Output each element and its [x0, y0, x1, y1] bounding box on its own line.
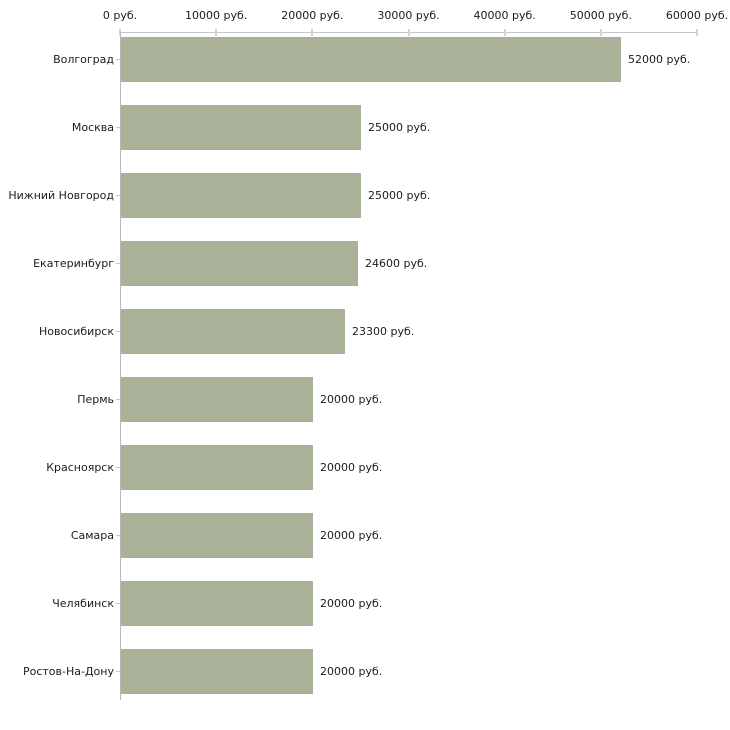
category-label: Новосибирск: [38, 325, 114, 338]
x-tick-mark: [407, 29, 410, 36]
value-label: 25000 руб.: [368, 189, 431, 202]
category-tick-mark: [116, 195, 120, 196]
bar: [121, 513, 313, 558]
x-tick-mark: [215, 29, 218, 36]
bar: [121, 37, 621, 82]
category-label: Самара: [70, 529, 114, 542]
x-tick-label: 50000 руб.: [569, 9, 632, 22]
value-label: 20000 руб.: [320, 665, 383, 678]
category-label: Ростов-На-Дону: [22, 665, 114, 678]
x-tick-label: 60000 руб.: [665, 9, 729, 22]
x-tick-label: 20000 руб.: [281, 9, 344, 22]
value-label: 25000 руб.: [368, 121, 431, 134]
x-tick-mark: [696, 29, 698, 36]
x-tick-label: 30000 руб.: [377, 9, 440, 22]
category-label: Челябинск: [52, 597, 114, 610]
category-label: Волгоград: [53, 53, 114, 66]
bar: [121, 377, 313, 422]
value-label: 24600 руб.: [365, 257, 428, 270]
value-label: 20000 руб.: [320, 597, 383, 610]
category-tick-mark: [116, 263, 120, 264]
x-tick-mark: [503, 29, 506, 36]
x-tick-mark: [311, 29, 314, 36]
category-label: Нижний Новгород: [8, 189, 114, 202]
category-tick-mark: [116, 603, 120, 604]
category-tick-mark: [116, 59, 120, 60]
bar: [121, 445, 313, 490]
value-label: 23300 руб.: [352, 325, 415, 338]
category-label: Екатеринбург: [33, 257, 114, 270]
bar: [121, 105, 361, 150]
value-label: 52000 руб.: [628, 53, 691, 66]
x-tick-label: 40000 руб.: [473, 9, 536, 22]
bar: [121, 649, 313, 694]
x-tick-mark: [599, 29, 602, 36]
bar: [121, 173, 361, 218]
value-label: 20000 руб.: [320, 393, 383, 406]
x-tick-label: 0 руб.: [102, 9, 138, 22]
bar: [121, 581, 313, 626]
x-tick-label: 10000 руб.: [185, 9, 248, 22]
bar: [121, 241, 358, 286]
category-label: Красноярск: [46, 461, 114, 474]
category-tick-mark: [116, 671, 120, 672]
category-label: Пермь: [77, 393, 114, 406]
bar: [121, 309, 345, 354]
value-label: 20000 руб.: [320, 529, 383, 542]
category-tick-mark: [116, 127, 120, 128]
category-tick-mark: [116, 331, 120, 332]
value-label: 20000 руб.: [320, 461, 383, 474]
category-tick-mark: [116, 399, 120, 400]
category-tick-mark: [116, 467, 120, 468]
y-axis-line: [120, 32, 121, 700]
category-label: Москва: [71, 121, 114, 134]
category-tick-mark: [116, 535, 120, 536]
